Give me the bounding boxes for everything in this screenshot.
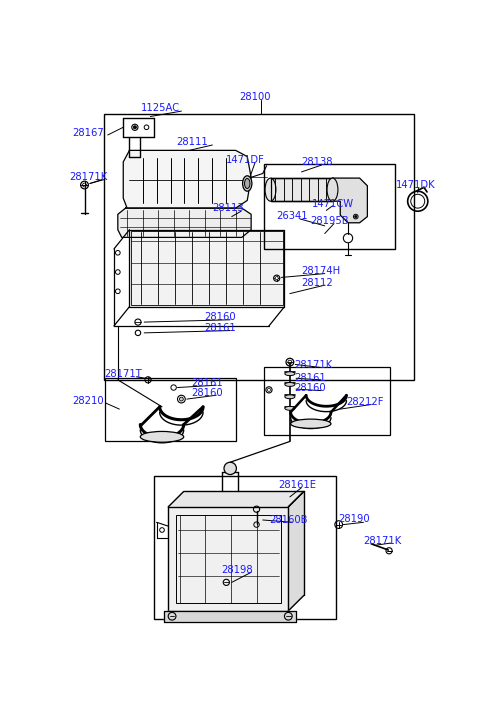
- Text: 28198: 28198: [221, 565, 253, 575]
- Polygon shape: [123, 150, 251, 208]
- Bar: [105, 378, 236, 441]
- Polygon shape: [164, 611, 296, 622]
- Text: 26341: 26341: [276, 211, 308, 221]
- Polygon shape: [288, 491, 304, 611]
- Polygon shape: [270, 178, 333, 201]
- Text: 28112: 28112: [301, 278, 333, 288]
- Text: 28174H: 28174H: [301, 266, 341, 276]
- Bar: [264, 164, 394, 249]
- Bar: [104, 114, 414, 379]
- Text: 28171K: 28171K: [294, 360, 332, 370]
- Text: 28167: 28167: [72, 129, 104, 138]
- Polygon shape: [118, 208, 251, 238]
- Circle shape: [179, 397, 183, 401]
- Circle shape: [133, 126, 136, 129]
- Bar: [154, 476, 336, 619]
- Polygon shape: [333, 178, 368, 222]
- Text: 28190: 28190: [339, 514, 370, 524]
- Ellipse shape: [285, 382, 295, 386]
- Text: 28161: 28161: [294, 372, 325, 382]
- Text: 28160: 28160: [294, 383, 325, 393]
- Text: 1471DF: 1471DF: [226, 155, 265, 164]
- Text: 1125AC: 1125AC: [141, 103, 180, 113]
- Text: 28212F: 28212F: [346, 397, 384, 407]
- Text: 28161E: 28161E: [278, 481, 316, 490]
- Ellipse shape: [245, 179, 250, 188]
- Text: 28161: 28161: [192, 378, 223, 388]
- Ellipse shape: [140, 431, 184, 442]
- Text: 28100: 28100: [240, 92, 271, 103]
- Polygon shape: [168, 491, 304, 507]
- Ellipse shape: [285, 395, 295, 398]
- Text: 28171K: 28171K: [69, 172, 107, 182]
- Text: 1471DK: 1471DK: [396, 180, 436, 190]
- Ellipse shape: [285, 371, 295, 376]
- Text: 28210: 28210: [72, 395, 104, 406]
- Ellipse shape: [285, 406, 295, 410]
- Polygon shape: [129, 230, 285, 307]
- Ellipse shape: [243, 176, 252, 191]
- Text: 28171K: 28171K: [364, 536, 402, 546]
- Bar: [176, 515, 281, 603]
- Text: 1471CW: 1471CW: [312, 198, 354, 209]
- Ellipse shape: [327, 178, 338, 201]
- Ellipse shape: [265, 178, 276, 201]
- Text: 28161: 28161: [205, 324, 236, 333]
- Bar: [264, 366, 390, 435]
- Text: 28160: 28160: [192, 388, 223, 398]
- Text: 28111: 28111: [176, 137, 208, 147]
- Text: 28171T: 28171T: [104, 369, 142, 379]
- Circle shape: [275, 277, 278, 280]
- Text: 28113: 28113: [212, 203, 244, 213]
- Text: 28160B: 28160B: [269, 515, 307, 525]
- Text: 28195B: 28195B: [310, 216, 349, 226]
- Circle shape: [224, 462, 236, 475]
- Polygon shape: [168, 507, 288, 611]
- Text: 28138: 28138: [301, 157, 333, 167]
- Circle shape: [355, 215, 357, 218]
- Ellipse shape: [291, 419, 331, 428]
- Bar: [131, 231, 283, 305]
- Text: 28160: 28160: [205, 313, 236, 323]
